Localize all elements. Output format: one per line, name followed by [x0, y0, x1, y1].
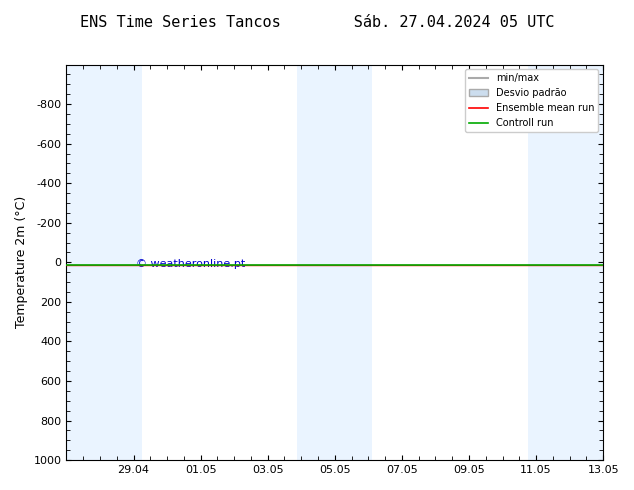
Bar	[297, 65, 372, 460]
Text: ENS Time Series Tancos        Sáb. 27.04.2024 05 UTC: ENS Time Series Tancos Sáb. 27.04.2024 0…	[80, 15, 554, 30]
Bar	[528, 65, 603, 460]
Y-axis label: Temperature 2m (°C): Temperature 2m (°C)	[15, 196, 28, 328]
Legend: min/max, Desvio padrão, Ensemble mean run, Controll run: min/max, Desvio padrão, Ensemble mean ru…	[465, 70, 598, 132]
Text: © weatheronline.pt: © weatheronline.pt	[136, 259, 245, 270]
Bar	[67, 65, 141, 460]
